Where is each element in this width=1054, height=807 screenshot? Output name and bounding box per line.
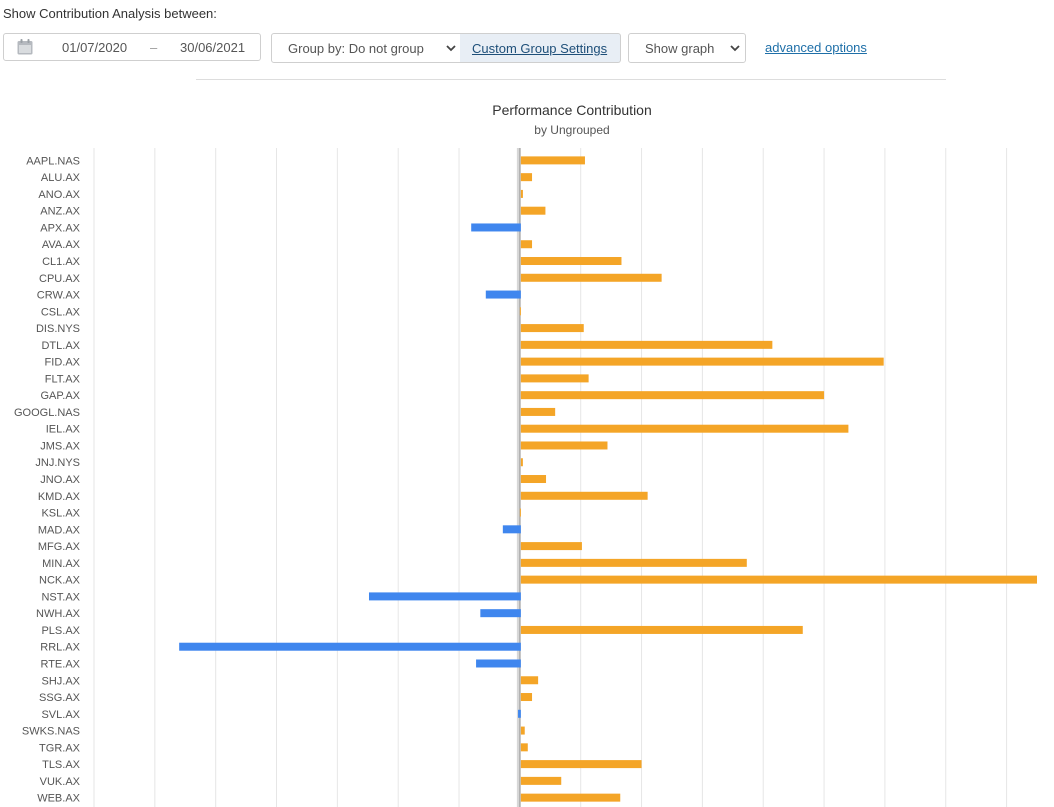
category-label: ANO.AX	[38, 189, 80, 201]
bar	[520, 625, 803, 634]
category-label: KSL.AX	[41, 508, 80, 520]
bar	[520, 458, 523, 467]
group-by-label: Group by: Do not group	[288, 41, 424, 56]
divider	[196, 79, 946, 80]
advanced-options-link[interactable]: advanced options	[765, 40, 867, 55]
category-label: APX.AX	[40, 222, 80, 234]
category-label: ALU.AX	[41, 172, 81, 184]
bar	[476, 659, 521, 668]
category-label: CSL.AX	[41, 306, 81, 318]
category-label: SSG.AX	[39, 692, 81, 704]
bar	[520, 491, 648, 500]
bar	[520, 743, 528, 752]
category-label: FLT.AX	[45, 373, 81, 385]
category-label: TGR.AX	[39, 742, 81, 754]
bar	[520, 726, 525, 735]
category-label: DTL.AX	[41, 340, 80, 352]
bar	[502, 525, 521, 534]
bar	[520, 340, 773, 349]
bar	[520, 424, 849, 433]
bar	[519, 307, 521, 316]
bar	[179, 642, 521, 651]
bar	[519, 508, 521, 517]
bar	[520, 206, 546, 215]
bar	[520, 391, 825, 400]
chart-subtitle: by Ungrouped	[534, 123, 609, 137]
category-label: AVA.AX	[42, 239, 81, 251]
category-label: MIN.AX	[42, 558, 81, 570]
category-label: SVL.AX	[41, 709, 80, 721]
category-label: PLS.AX	[41, 625, 80, 637]
bar	[368, 592, 521, 601]
category-label: RTE.AX	[40, 658, 80, 670]
calendar-icon[interactable]	[17, 39, 33, 55]
category-label: WEB.AX	[37, 793, 80, 805]
category-label: FID.AX	[45, 357, 81, 369]
category-label: DIS.NYS	[36, 323, 80, 335]
bar	[520, 156, 585, 165]
category-label: GAP.AX	[40, 390, 80, 402]
date-range-picker[interactable]: 01/07/2020 – 30/06/2021	[3, 33, 261, 61]
bar	[520, 693, 533, 702]
zero-axis-band	[516, 148, 521, 807]
category-label: CPU.AX	[39, 273, 81, 285]
category-label: CRW.AX	[37, 290, 81, 302]
bar	[520, 189, 523, 198]
bar	[520, 793, 621, 802]
bar	[485, 290, 521, 299]
category-label: VUK.AX	[40, 776, 81, 788]
bar	[518, 709, 521, 718]
category-label: RRL.AX	[40, 642, 80, 654]
show-graph-label: Show graph	[645, 41, 715, 56]
category-label: MFG.AX	[38, 541, 81, 553]
category-label: SWKS.NAS	[22, 726, 80, 738]
bar	[520, 240, 533, 249]
date-to-field[interactable]: 30/06/2021	[180, 40, 246, 55]
chevron-down-icon	[730, 45, 740, 52]
category-label: JNJ.NYS	[35, 457, 80, 469]
bar	[520, 357, 884, 366]
contribution-chart: Performance Contribution by Ungrouped AAPL…	[14, 102, 1037, 807]
bar	[480, 609, 521, 618]
category-label: NST.AX	[41, 591, 80, 603]
bar	[520, 273, 662, 282]
group-by-select[interactable]: Group by: Do not group	[271, 33, 461, 63]
category-label: NCK.AX	[39, 575, 81, 587]
bar	[520, 542, 582, 551]
category-label: KMD.AX	[38, 491, 81, 503]
category-label: AAPL.NAS	[26, 155, 80, 167]
category-label: SHJ.AX	[41, 675, 80, 687]
bar	[520, 441, 608, 450]
bar	[520, 173, 533, 182]
custom-group-settings-button[interactable]: Custom Group Settings	[460, 33, 621, 63]
date-from-field[interactable]: 01/07/2020	[62, 40, 128, 55]
category-label: TLS.AX	[42, 759, 81, 771]
bar	[520, 374, 589, 383]
category-label: GOOGL.NAS	[14, 407, 80, 419]
date-separator: –	[150, 40, 158, 55]
bar	[520, 257, 622, 266]
bar	[520, 676, 539, 685]
custom-group-settings-label[interactable]: Custom Group Settings	[472, 41, 608, 56]
category-label: IEL.AX	[46, 424, 81, 436]
bar	[520, 760, 642, 769]
category-label: JMS.AX	[40, 440, 80, 452]
bar	[520, 776, 562, 785]
chart-title: Performance Contribution	[492, 102, 652, 118]
intro-text: Show Contribution Analysis between:	[3, 6, 217, 21]
bar	[520, 324, 584, 333]
category-label: MAD.AX	[38, 524, 81, 536]
bar	[520, 407, 556, 416]
category-label: NWH.AX	[36, 608, 81, 620]
category-label: CL1.AX	[42, 256, 81, 268]
chevron-down-icon	[446, 45, 456, 52]
show-graph-select[interactable]: Show graph	[628, 33, 746, 63]
category-label: JNO.AX	[40, 474, 80, 486]
bar	[520, 558, 747, 567]
category-label: ANZ.AX	[40, 206, 80, 218]
bar	[520, 575, 1037, 584]
bar	[471, 223, 521, 232]
bar	[520, 475, 547, 484]
